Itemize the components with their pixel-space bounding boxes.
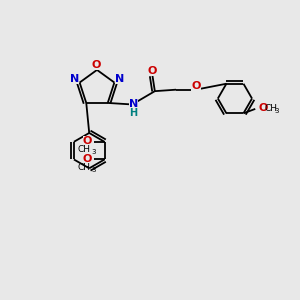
- Text: O: O: [258, 103, 268, 113]
- Text: CH: CH: [265, 104, 278, 113]
- Text: 3: 3: [274, 108, 279, 114]
- Text: O: O: [83, 154, 92, 164]
- Text: O: O: [191, 81, 200, 91]
- Text: CH: CH: [78, 163, 91, 172]
- Text: N: N: [70, 74, 79, 84]
- Text: N: N: [129, 99, 138, 109]
- Text: O: O: [147, 65, 157, 76]
- Text: 3: 3: [91, 167, 96, 173]
- Text: O: O: [92, 60, 101, 70]
- Text: N: N: [115, 74, 124, 84]
- Text: O: O: [83, 136, 92, 146]
- Text: 3: 3: [91, 149, 96, 155]
- Text: H: H: [129, 108, 137, 118]
- Text: CH: CH: [78, 145, 91, 154]
